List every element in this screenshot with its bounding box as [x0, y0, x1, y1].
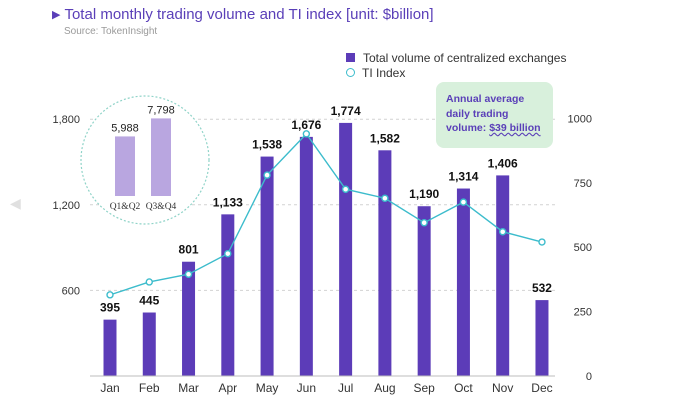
left-tick-label: 600 [62, 285, 80, 297]
x-tick-label: Oct [454, 381, 473, 395]
bar [339, 122, 353, 377]
ti-index-point [499, 228, 507, 236]
ti-index-point [420, 219, 428, 227]
title-arrow-icon: ▶ [52, 9, 61, 21]
inset-circle [80, 95, 210, 225]
legend-bar-swatch [346, 53, 355, 62]
x-tick-label: Nov [492, 381, 513, 395]
bar-value-label: 1,582 [370, 131, 400, 145]
legend-item-bars: Total volume of centralized exchanges [346, 50, 566, 65]
bar [378, 150, 392, 376]
right-tick-label: 500 [574, 242, 592, 254]
inset-category-label: Q1&Q2 [110, 202, 141, 212]
inset-bar-label: 5,988 [111, 122, 139, 134]
legend-line-swatch [346, 68, 355, 77]
ti-index-point [341, 185, 350, 193]
left-arrow-icon: ◀ [10, 195, 21, 211]
callout-line-1: Annual average [446, 93, 525, 105]
ti-index-point [184, 270, 193, 278]
x-tick-label: Apr [218, 381, 237, 395]
ti-index-point [145, 278, 153, 286]
bar [103, 319, 117, 376]
bar [221, 214, 235, 376]
chart-source: Source: TokenInsight [64, 26, 158, 37]
bar [260, 156, 274, 376]
x-tick-label: Aug [374, 381, 395, 395]
x-tick-label: Jul [338, 381, 353, 395]
right-tick-label: 0 [586, 371, 592, 383]
x-tick-label: Dec [531, 381, 552, 395]
bar [456, 188, 470, 376]
bar [142, 312, 156, 376]
inset-bar [151, 118, 171, 196]
legend: Total volume of centralized exchanges TI… [346, 50, 566, 80]
bar-value-label: 1,314 [448, 170, 478, 184]
ti-index-point [538, 238, 546, 246]
right-tick-label: 750 [574, 178, 592, 190]
line-series [106, 130, 546, 299]
right-tick-label: 1000 [568, 113, 592, 125]
callout-highlight: $39 billion [489, 122, 541, 134]
bar [496, 175, 510, 376]
bar-value-label: 1,406 [488, 156, 518, 170]
bar [535, 300, 549, 376]
legend-item-line: TI Index [346, 65, 566, 80]
ti-index-point [263, 171, 271, 179]
ti-index-point [302, 130, 311, 138]
ti-index-point [381, 194, 389, 202]
bar-value-label: 1,190 [409, 187, 439, 201]
bar [182, 261, 196, 376]
callout-line-3: volume: $39 billion [446, 122, 541, 134]
inset-bar [115, 136, 135, 196]
x-tick-label: Jun [297, 381, 316, 395]
bar-value-label: 532 [532, 281, 552, 295]
x-tick-label: Sep [413, 381, 435, 395]
bar-value-label: 1,774 [331, 104, 361, 118]
chart-title: ▶ Total monthly trading volume and TI ind… [52, 6, 434, 23]
legend-bar-label: Total volume of centralized exchanges [363, 50, 567, 65]
bar [299, 136, 313, 376]
inset-category-label: Q3&Q4 [146, 202, 177, 212]
callout-text: Annual average daily trading volume: $39… [446, 92, 541, 136]
left-tick-label: 1,800 [52, 114, 80, 126]
axes: 600 1,200 1,800 0 250 500 750 1000 Jan Feb Mar Apr M… [52, 113, 592, 395]
left-tick-label: 1,200 [52, 200, 80, 212]
x-tick-label: Feb [139, 381, 160, 395]
bar-value-label: 801 [179, 243, 199, 257]
ti-index-point [106, 291, 114, 299]
bar-value-label: 445 [139, 294, 159, 308]
bar-value-label: 395 [100, 301, 120, 315]
x-tick-label: Mar [178, 381, 199, 395]
bar [417, 206, 431, 376]
inset-chart: 5,988 Q1&Q2 7,798 Q3&Q4 [80, 95, 210, 225]
ti-index-point [224, 249, 232, 258]
inset-bar-label: 7,798 [147, 104, 175, 116]
bar-series: 395 445 801 1,133 1,538 1,676 1,774 1,582 1,190 1… [100, 104, 552, 377]
right-tick-label: 250 [574, 307, 592, 319]
ti-index-point [459, 198, 468, 206]
callout-box [436, 82, 553, 148]
ti-index-line [109, 132, 543, 296]
bar-value-label: 1,133 [213, 195, 243, 209]
x-tick-label: Jan [100, 381, 119, 395]
x-tick-label: May [256, 381, 279, 395]
legend-line-label: TI Index [362, 65, 406, 80]
bar-value-label: 1,676 [291, 118, 321, 132]
bar-value-label: 1,538 [252, 138, 282, 152]
callout-line-2: daily trading [446, 107, 509, 120]
